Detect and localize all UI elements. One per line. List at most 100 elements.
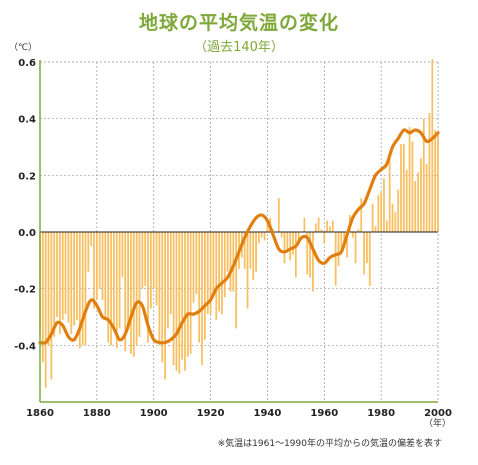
bar-1871: [70, 232, 73, 334]
bar-1890: [124, 232, 127, 351]
bar-1867: [59, 232, 61, 334]
bar-1899: [149, 232, 152, 309]
bar-1946: [283, 232, 286, 264]
bar-1915: [195, 232, 198, 295]
bar-1976: [368, 232, 371, 286]
bar-1933: [246, 232, 249, 309]
bar-1982: [385, 220, 388, 232]
bar-1861: [41, 232, 44, 363]
y-axis-unit: （℃）: [9, 42, 37, 53]
bar-1929: [235, 232, 238, 329]
bar-1940: [266, 223, 269, 232]
bar-1892: [130, 232, 132, 354]
bar-1944: [277, 198, 280, 232]
bar-1979: [377, 195, 380, 232]
bar-1910: [181, 232, 184, 360]
bar-1912: [186, 232, 189, 357]
bar-1962: [329, 226, 331, 232]
x-tick-labels: 1860 1880 1900 1920 1940 1960 1980 2000: [26, 408, 452, 419]
bar-1971: [354, 232, 357, 264]
bar-1935: [252, 232, 255, 281]
bar-1891: [127, 232, 130, 326]
bar-1881: [98, 232, 101, 289]
bar-1959: [320, 229, 323, 232]
y-tick-label: 0.2: [18, 171, 36, 182]
x-tick-label: 1960: [310, 408, 338, 419]
x-tick-label: 1860: [26, 408, 54, 419]
bar-1880: [95, 232, 98, 300]
bar-1965: [337, 232, 340, 266]
bar-1988: [403, 144, 405, 232]
bar-1913: [189, 232, 192, 354]
bar-1950: [294, 232, 297, 278]
x-tick-label: 1900: [140, 408, 168, 419]
x-tick-label: 2000: [424, 408, 452, 419]
x-axis-unit: （年）: [424, 417, 451, 429]
bar-1879: [93, 232, 95, 309]
bar-1977: [371, 203, 374, 232]
bar-1932: [243, 232, 246, 269]
bar-1993: [417, 172, 419, 232]
bar-1875: [81, 232, 84, 346]
bar-1918: [204, 232, 206, 340]
bar-1896: [141, 232, 144, 289]
bar-1937: [258, 232, 260, 244]
bar-1934: [249, 232, 252, 269]
bar-1989: [405, 169, 408, 232]
bar-1925: [223, 232, 226, 298]
bar-1922: [215, 232, 218, 320]
y-tick-label: 0.0: [18, 228, 36, 239]
bar-1998: [431, 59, 434, 232]
y-tick-label: 0.4: [18, 115, 36, 126]
bar-1907: [172, 232, 175, 366]
bar-1958: [317, 217, 320, 232]
bar-2000: [437, 135, 439, 232]
chart-subtitle: （過去140年）: [194, 40, 284, 55]
bar-1996: [425, 164, 428, 232]
bar-1960: [323, 232, 326, 244]
bar-1955: [309, 232, 311, 278]
x-tick-label: 1880: [83, 408, 111, 419]
bar-1904: [164, 232, 166, 380]
bar-1994: [420, 158, 422, 232]
bar-1948: [289, 232, 292, 261]
bar-1911: [184, 232, 186, 371]
bar-1894: [135, 232, 138, 346]
bar-1866: [56, 232, 58, 317]
bar-1905: [167, 232, 169, 329]
bar-1865: [53, 232, 56, 337]
bar-1947: [286, 232, 289, 249]
y-tick-label: 0.6: [18, 58, 36, 69]
bar-1984: [391, 203, 394, 232]
bar-1895: [138, 232, 141, 337]
bar-1973: [360, 198, 363, 232]
bar-1995: [422, 118, 425, 232]
bar-1992: [414, 181, 417, 232]
bar-1956: [312, 232, 314, 292]
bar-1974: [363, 232, 365, 275]
bar-1884: [107, 232, 110, 343]
bar-1876: [84, 232, 87, 346]
bar-1901: [155, 232, 158, 306]
bar-1954: [306, 232, 309, 275]
bar-1886: [113, 232, 115, 332]
bar-1862: [44, 232, 47, 388]
bar-1968: [346, 232, 348, 258]
bar-1885: [110, 232, 112, 346]
x-tick-label: 1920: [197, 408, 225, 419]
footnote: ※気温は1961〜1990年の平均からの気温の偏差を表す: [217, 439, 442, 449]
bar-1873: [76, 232, 78, 320]
bar-1889: [121, 232, 124, 278]
bar-1951: [297, 232, 300, 241]
bar-1926: [226, 232, 229, 272]
chart-title: 地球の平均気温の変化: [138, 12, 339, 34]
y-tick-labels: 0.6 0.4 0.2 0.0 -0.2 -0.4: [14, 58, 36, 352]
bar-1964: [334, 232, 337, 286]
bar-1897: [144, 232, 147, 286]
bar-1981: [383, 178, 385, 232]
bar-1970: [351, 232, 354, 238]
bar-1924: [221, 232, 223, 315]
bar-1909: [178, 232, 181, 374]
